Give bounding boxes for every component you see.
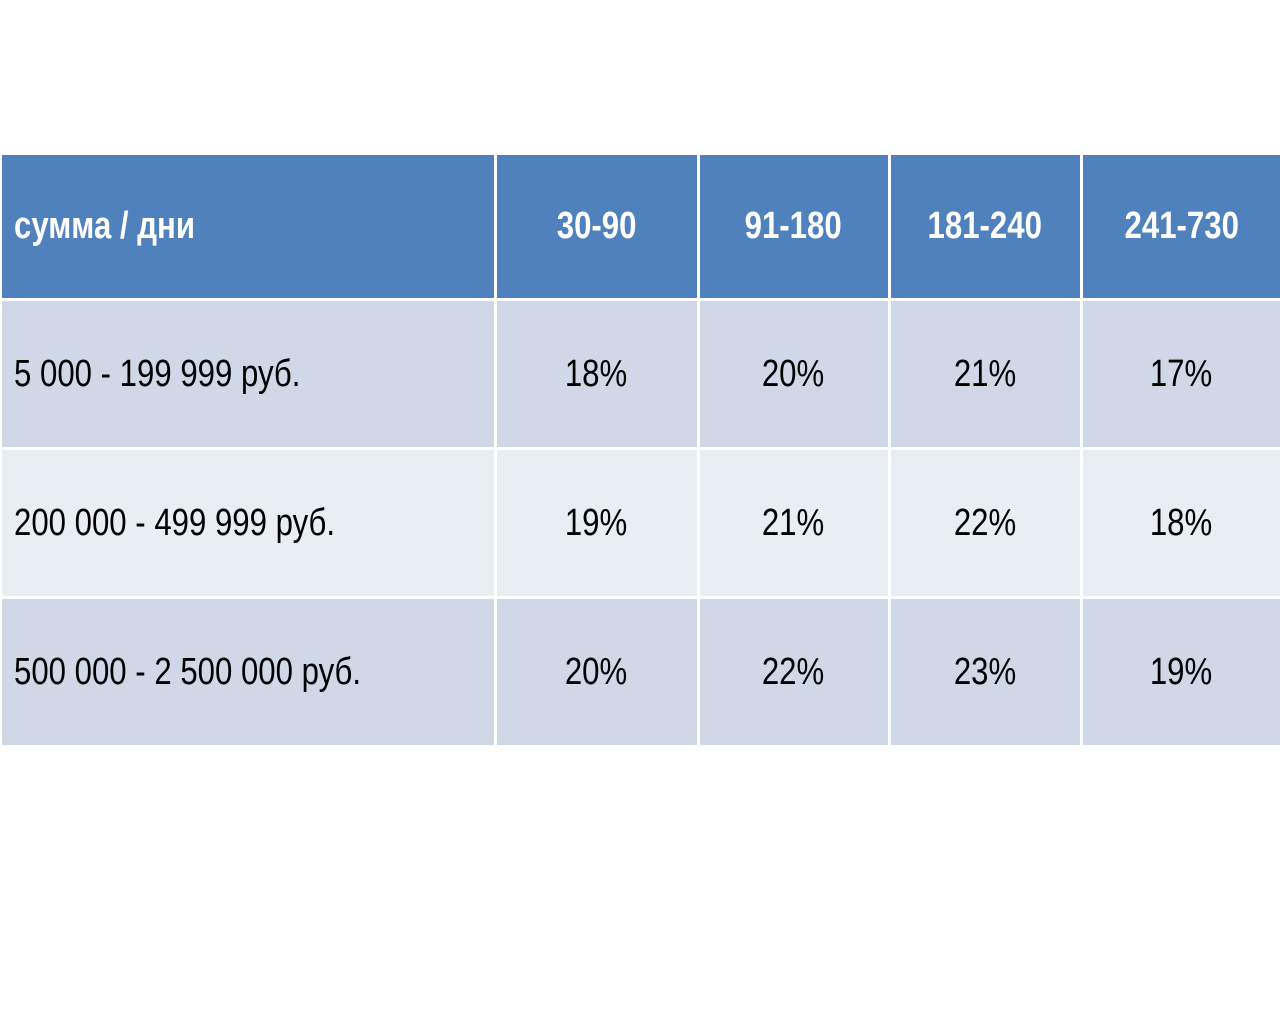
- rate-table: сумма / дни 30-90 91-180 181-240 241-730…: [2, 155, 1280, 745]
- rate-cell: 19%: [1081, 597, 1280, 745]
- rate-cell: 17%: [1081, 299, 1280, 450]
- rate-cell: 22%: [889, 448, 1083, 599]
- row-label: 500 000 - 2 500 000 руб.: [2, 597, 497, 745]
- column-header-91-180: 91-180: [698, 155, 891, 301]
- rate-cell: 20%: [698, 299, 891, 450]
- rate-cell: 23%: [889, 597, 1083, 745]
- rate-cell: 21%: [889, 299, 1083, 450]
- column-header-30-90: 30-90: [495, 155, 700, 301]
- header-row: сумма / дни 30-90 91-180 181-240 241-730: [2, 155, 1280, 301]
- rate-cell: 18%: [1081, 448, 1280, 599]
- table-row: 5 000 - 199 999 руб. 18% 20% 21% 17%: [2, 299, 1280, 450]
- column-header-181-240: 181-240: [889, 155, 1083, 301]
- row-label: 5 000 - 199 999 руб.: [2, 299, 497, 450]
- corner-header: сумма / дни: [2, 155, 497, 301]
- rate-cell: 19%: [495, 448, 700, 599]
- rate-cell: 20%: [495, 597, 700, 745]
- row-label: 200 000 - 499 999 руб.: [2, 448, 497, 599]
- rate-cell: 22%: [698, 597, 891, 745]
- table-row: 200 000 - 499 999 руб. 19% 21% 22% 18%: [2, 448, 1280, 599]
- rate-cell: 18%: [495, 299, 700, 450]
- table-row: 500 000 - 2 500 000 руб. 20% 22% 23% 19%: [2, 597, 1280, 745]
- column-header-241-730: 241-730: [1081, 155, 1280, 301]
- rate-cell: 21%: [698, 448, 891, 599]
